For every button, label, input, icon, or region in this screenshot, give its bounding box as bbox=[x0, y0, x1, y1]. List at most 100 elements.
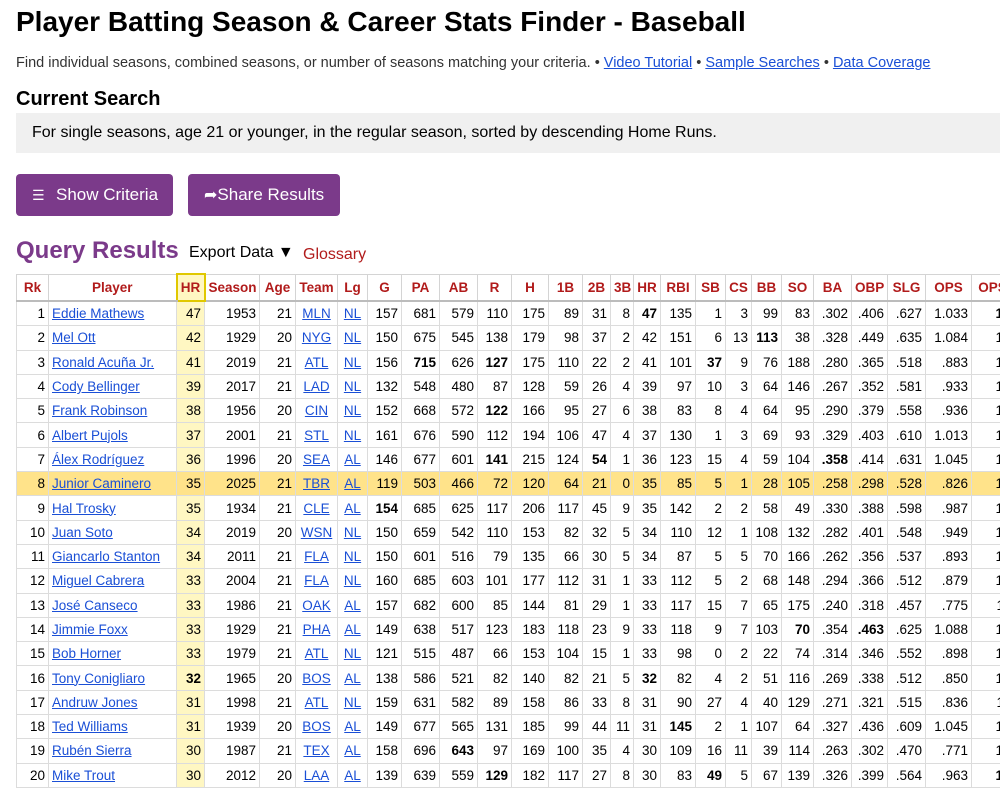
column-header-hr[interactable]: HR bbox=[175, 273, 206, 302]
cell-pa: 548 bbox=[401, 373, 440, 400]
league-link[interactable]: AL bbox=[344, 719, 361, 735]
league-link[interactable]: NL bbox=[343, 573, 362, 589]
team-link[interactable]: LAA bbox=[303, 767, 330, 783]
share-results-button[interactable]: ➦Share Results bbox=[188, 174, 340, 216]
team-link[interactable]: STL bbox=[304, 427, 329, 443]
league-link[interactable]: NL bbox=[343, 354, 362, 370]
player-link[interactable]: Ronald Acuña Jr. bbox=[52, 354, 155, 370]
team-link[interactable]: CLE bbox=[303, 500, 330, 516]
cell-ab: 600 bbox=[439, 592, 478, 618]
column-header-so[interactable]: SO bbox=[781, 273, 814, 302]
player-link[interactable]: Mel Ott bbox=[52, 330, 96, 346]
column-header-bb[interactable]: BB bbox=[751, 273, 782, 302]
league-link[interactable]: AL bbox=[344, 670, 361, 686]
column-header-rbi[interactable]: RBI bbox=[660, 273, 696, 302]
player-link[interactable]: Cody Bellinger bbox=[52, 379, 140, 395]
player-link[interactable]: Jimmie Foxx bbox=[52, 622, 128, 637]
cell-lg: NL bbox=[337, 325, 368, 351]
export-data-dropdown[interactable]: Export Data ▼ bbox=[189, 244, 294, 261]
league-link[interactable]: AL bbox=[344, 622, 361, 637]
league-link[interactable]: NL bbox=[343, 306, 362, 322]
league-link[interactable]: AL bbox=[344, 476, 361, 492]
column-header-r[interactable]: R bbox=[477, 273, 512, 302]
league-link[interactable]: NL bbox=[343, 379, 362, 395]
column-header-age[interactable]: Age bbox=[259, 273, 296, 302]
team-link[interactable]: FLA bbox=[304, 549, 329, 565]
cell-so: 139 bbox=[781, 762, 814, 788]
sample-searches-link[interactable]: Sample Searches bbox=[705, 55, 820, 71]
team-link[interactable]: BOS bbox=[302, 719, 331, 735]
player-link[interactable]: José Canseco bbox=[52, 597, 138, 613]
column-header-1b[interactable]: 1B bbox=[548, 273, 583, 302]
column-header-opsplus[interactable]: OPS+ bbox=[971, 273, 1000, 302]
column-header-slg[interactable]: SLG bbox=[887, 273, 926, 302]
cell-ops: .775 bbox=[925, 592, 972, 618]
show-criteria-button[interactable]: ☰ Show Criteria bbox=[16, 174, 173, 216]
league-link[interactable]: NL bbox=[343, 694, 362, 710]
league-link[interactable]: NL bbox=[343, 646, 362, 662]
league-link[interactable]: AL bbox=[344, 500, 361, 516]
team-link[interactable]: TBR bbox=[303, 476, 330, 492]
column-header-h[interactable]: H bbox=[511, 273, 549, 302]
team-link[interactable]: FLA bbox=[304, 573, 329, 589]
player-link[interactable]: Hal Trosky bbox=[52, 500, 116, 516]
player-link[interactable]: Eddie Mathews bbox=[52, 306, 145, 322]
player-link[interactable]: Frank Robinson bbox=[52, 403, 148, 419]
team-link[interactable]: OAK bbox=[302, 597, 331, 613]
team-link[interactable]: WSN bbox=[300, 524, 333, 540]
player-link[interactable]: Giancarlo Stanton bbox=[52, 549, 161, 565]
team-link[interactable]: NYG bbox=[301, 330, 332, 346]
league-link[interactable]: NL bbox=[343, 524, 362, 540]
player-link[interactable]: Bob Horner bbox=[52, 646, 122, 662]
column-header-cs[interactable]: CS bbox=[725, 273, 752, 302]
column-header-obp[interactable]: OBP bbox=[851, 273, 888, 302]
team-link[interactable]: ATL bbox=[304, 646, 329, 662]
column-header-g[interactable]: G bbox=[367, 273, 402, 302]
team-link[interactable]: SEA bbox=[302, 451, 330, 467]
team-link[interactable]: CIN bbox=[304, 403, 329, 419]
player-link[interactable]: Junior Caminero bbox=[52, 476, 152, 492]
column-header-ba[interactable]: BA bbox=[813, 273, 852, 302]
column-header-hr[interactable]: HR bbox=[633, 273, 661, 302]
team-link[interactable]: TEX bbox=[303, 743, 330, 759]
column-header-ab[interactable]: AB bbox=[439, 273, 478, 302]
column-header-season[interactable]: Season bbox=[204, 273, 260, 302]
column-header-team[interactable]: Team bbox=[295, 273, 338, 302]
team-link[interactable]: ATL bbox=[304, 354, 329, 370]
data-coverage-link[interactable]: Data Coverage bbox=[832, 55, 931, 71]
league-link[interactable]: NL bbox=[343, 330, 362, 346]
league-link[interactable]: NL bbox=[343, 427, 362, 443]
league-link[interactable]: AL bbox=[344, 597, 361, 613]
team-link[interactable]: PHA bbox=[302, 622, 331, 637]
team-link[interactable]: LAD bbox=[303, 379, 330, 395]
player-link[interactable]: Juan Soto bbox=[52, 524, 113, 540]
league-link[interactable]: AL bbox=[344, 451, 361, 467]
league-link[interactable]: AL bbox=[344, 743, 361, 759]
column-header-ops[interactable]: OPS bbox=[925, 273, 972, 302]
glossary-link[interactable]: Glossary bbox=[303, 246, 367, 263]
player-link[interactable]: Albert Pujols bbox=[52, 427, 128, 443]
column-header-lg[interactable]: Lg bbox=[337, 273, 368, 302]
league-link[interactable]: NL bbox=[343, 549, 362, 565]
league-link[interactable]: AL bbox=[344, 767, 361, 783]
column-header-player[interactable]: Player bbox=[48, 273, 177, 302]
column-header-2b[interactable]: 2B bbox=[582, 273, 611, 302]
team-link[interactable]: MLN bbox=[302, 306, 331, 322]
team-link[interactable]: BOS bbox=[302, 670, 331, 686]
video-tutorial-link[interactable]: Video Tutorial bbox=[603, 55, 693, 71]
column-header-rk[interactable]: Rk bbox=[16, 273, 49, 302]
column-header-pa[interactable]: PA bbox=[401, 273, 440, 302]
cell-opsp: 157 bbox=[971, 422, 1000, 448]
player-link[interactable]: Mike Trout bbox=[52, 767, 116, 783]
column-header-3b[interactable]: 3B bbox=[610, 273, 634, 302]
cell-player: Hal Trosky bbox=[48, 495, 177, 521]
team-link[interactable]: ATL bbox=[304, 694, 329, 710]
player-link[interactable]: Rubén Sierra bbox=[52, 743, 132, 759]
player-link[interactable]: Miguel Cabrera bbox=[52, 573, 145, 589]
player-link[interactable]: Álex Rodríguez bbox=[52, 451, 145, 467]
column-header-sb[interactable]: SB bbox=[695, 273, 726, 302]
player-link[interactable]: Ted Williams bbox=[52, 719, 128, 735]
player-link[interactable]: Tony Conigliaro bbox=[52, 670, 146, 686]
league-link[interactable]: NL bbox=[343, 403, 362, 419]
player-link[interactable]: Andruw Jones bbox=[52, 694, 138, 710]
